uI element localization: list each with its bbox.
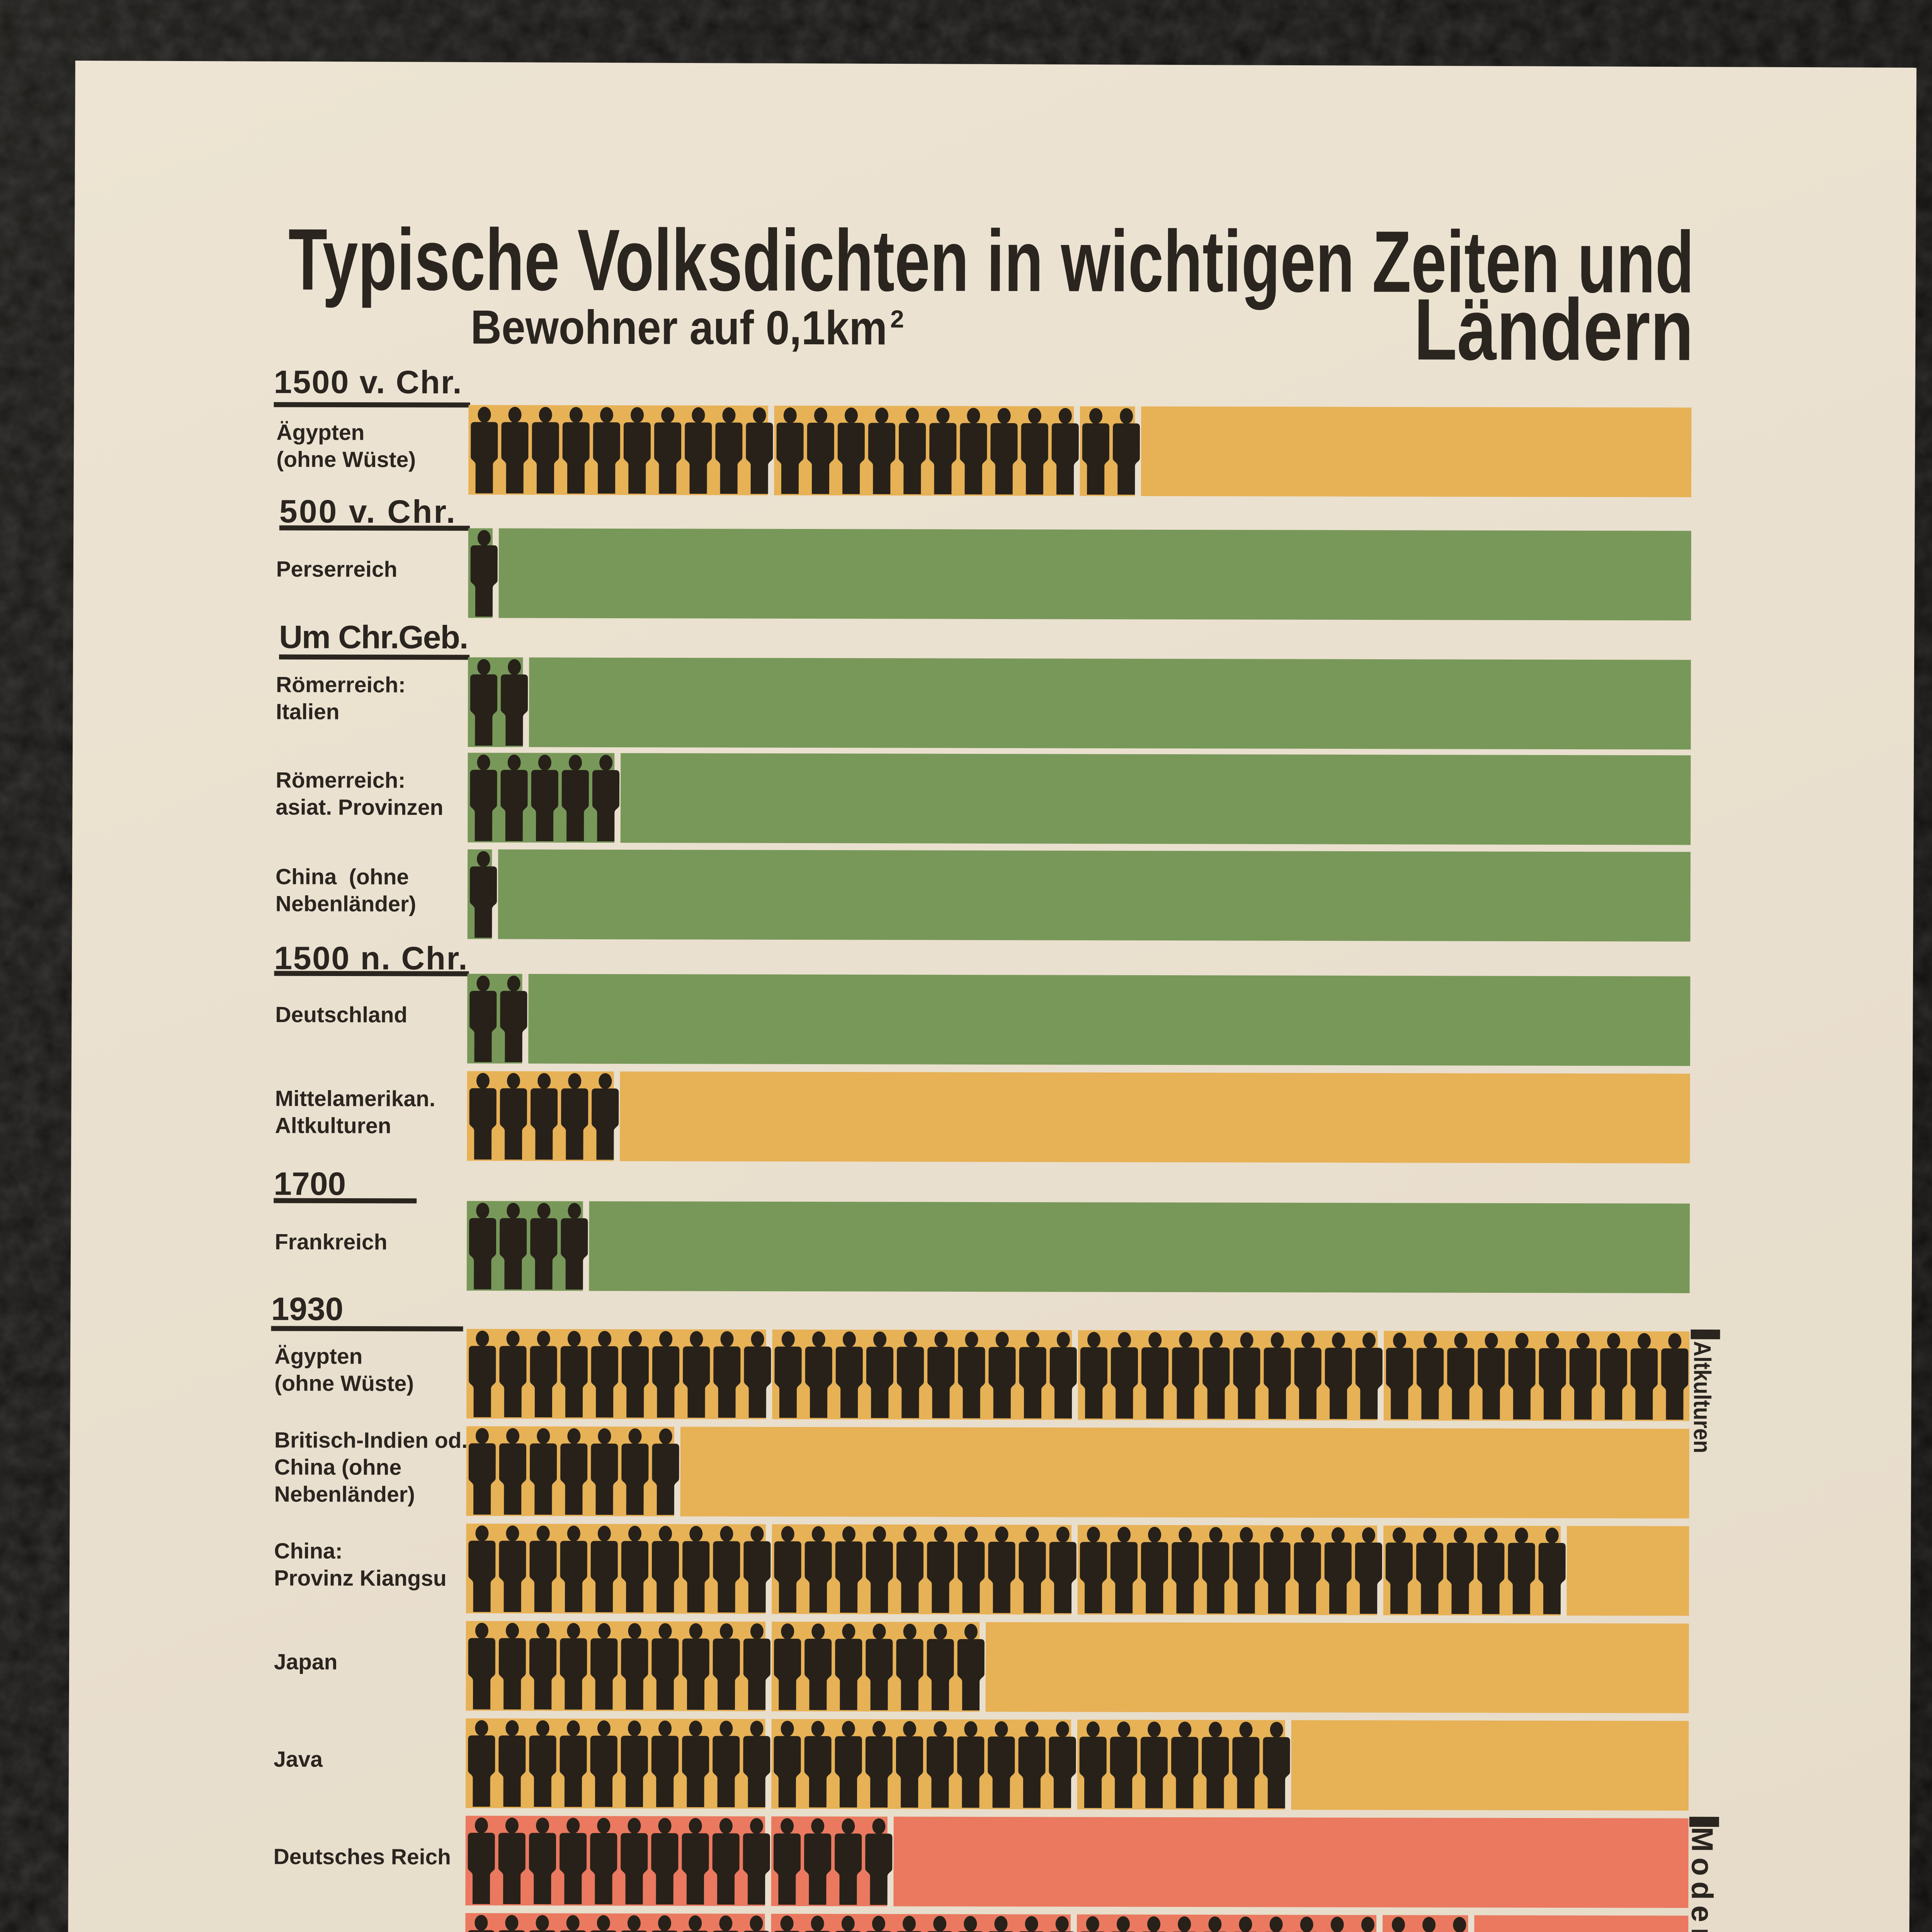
svg-text:Deutsches Reich:: Deutsches Reich: bbox=[273, 1928, 458, 1932]
svg-text:1500 n. Chr.: 1500 n. Chr. bbox=[274, 940, 467, 976]
svg-text:Frankreich: Frankreich bbox=[275, 1230, 388, 1255]
svg-text:Provinz Kiangsu: Provinz Kiangsu bbox=[274, 1566, 447, 1591]
svg-text:Perserreich: Perserreich bbox=[276, 557, 398, 582]
svg-text:China:: China: bbox=[274, 1539, 342, 1563]
svg-text:Britisch-Indien od.: Britisch-Indien od. bbox=[274, 1428, 468, 1453]
svg-text:asiat. Provinzen: asiat. Provinzen bbox=[276, 795, 443, 820]
svg-text:Ländern: Ländern bbox=[1414, 280, 1694, 379]
svg-text:China (ohne: China (ohne bbox=[274, 1455, 401, 1480]
svg-text:Altkulturen: Altkulturen bbox=[275, 1113, 391, 1138]
svg-text:500 v. Chr.: 500 v. Chr. bbox=[279, 493, 455, 530]
svg-text:Deutsches Reich: Deutsches Reich bbox=[274, 1844, 451, 1869]
svg-text:(ohne Wüste): (ohne Wüste) bbox=[276, 447, 416, 472]
svg-text:Nebenländer): Nebenländer) bbox=[274, 1482, 415, 1507]
svg-text:Typische Volksdichten in wicht: Typische Volksdichten in wichtigen Zeite… bbox=[288, 210, 1694, 311]
svg-text:Japan: Japan bbox=[274, 1650, 338, 1674]
svg-text:2: 2 bbox=[890, 305, 904, 333]
svg-text:(ohne Wüste): (ohne Wüste) bbox=[274, 1371, 414, 1396]
svg-text:Um Chr.Geb.: Um Chr.Geb. bbox=[279, 619, 468, 655]
svg-text:Altkulturen: Altkulturen bbox=[1689, 1341, 1716, 1453]
svg-text:Italien: Italien bbox=[276, 699, 340, 724]
svg-text:Römerreich:: Römerreich: bbox=[276, 672, 406, 697]
svg-text:Römerreich:: Römerreich: bbox=[276, 768, 405, 793]
svg-text:Nebenländer): Nebenländer) bbox=[276, 891, 416, 917]
svg-text:Ägypten: Ägypten bbox=[274, 1344, 362, 1369]
svg-text:Java: Java bbox=[274, 1747, 323, 1772]
svg-text:1700: 1700 bbox=[274, 1165, 346, 1202]
svg-text:1500 v. Chr.: 1500 v. Chr. bbox=[274, 364, 462, 400]
svg-text:Mittelamerikan.: Mittelamerikan. bbox=[275, 1086, 435, 1111]
svg-text:1930: 1930 bbox=[271, 1291, 344, 1327]
svg-text:Bewohner auf 0,1km: Bewohner auf 0,1km bbox=[471, 301, 887, 355]
svg-text:China (ohne: China (ohne bbox=[276, 864, 409, 889]
svg-text:Ägypten: Ägypten bbox=[276, 420, 364, 445]
svg-text:Deutschland: Deutschland bbox=[275, 1002, 407, 1027]
